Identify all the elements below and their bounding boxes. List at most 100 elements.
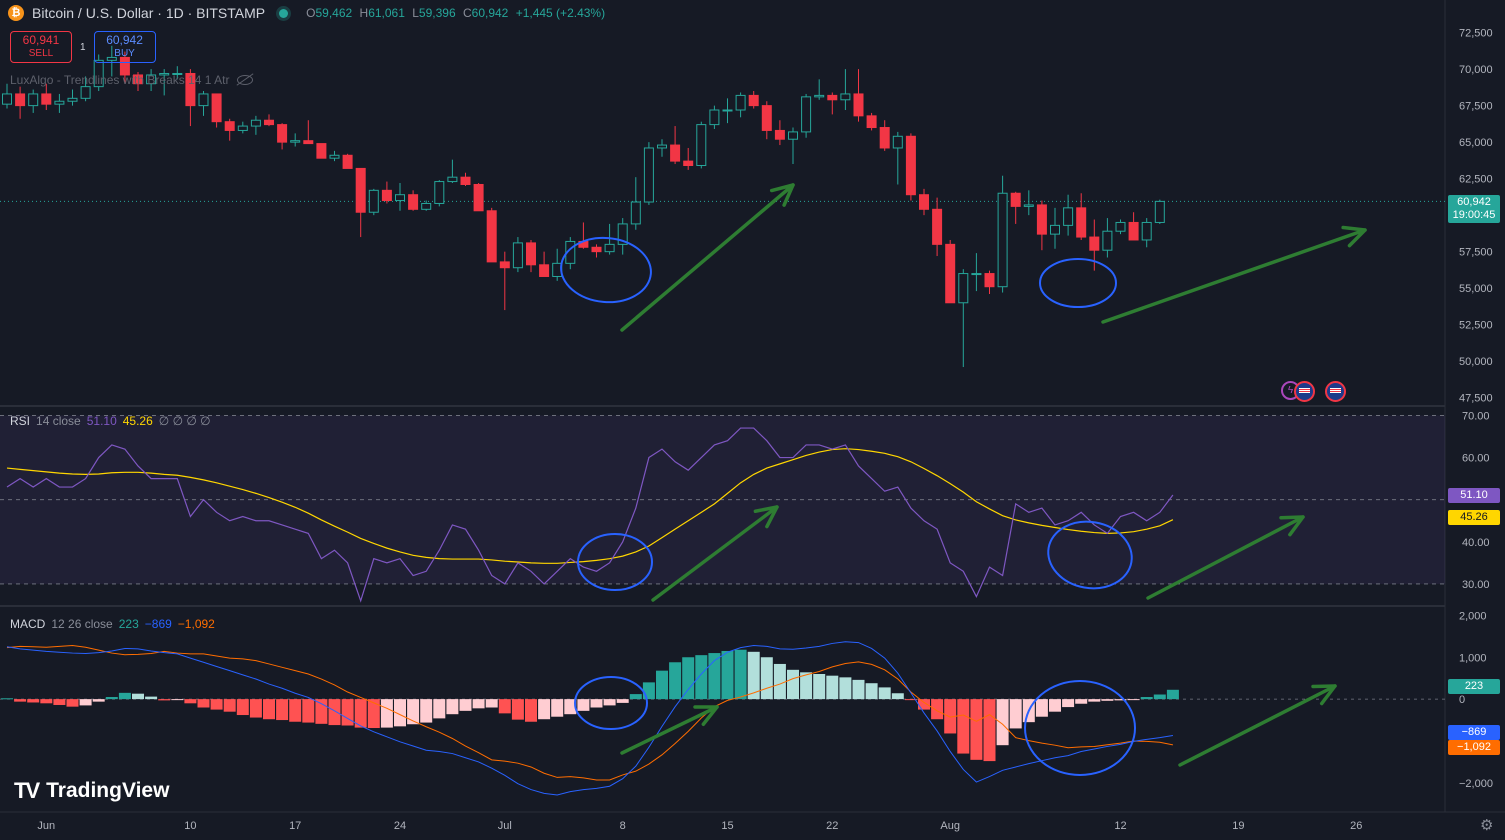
candle-body	[866, 115, 877, 129]
candle-body	[355, 167, 366, 213]
macd-hist-bar	[249, 699, 262, 718]
candle-body	[958, 273, 969, 304]
candle-body	[643, 147, 654, 203]
price-tick-label: 65,000	[1459, 137, 1493, 149]
order-quantity[interactable]: 1	[80, 41, 86, 53]
candle-body	[748, 94, 759, 107]
macd-hist-bar	[839, 677, 852, 700]
candle-body	[499, 261, 510, 269]
candle-body	[604, 243, 615, 253]
signal-line-tag: −1,092	[1448, 740, 1500, 755]
rsi-tick-label: 30.00	[1462, 579, 1490, 591]
rsi-legend[interactable]: RSI 14 close 51.10 45.26 ∅ ∅ ∅ ∅	[10, 414, 211, 428]
candle-body	[368, 189, 379, 213]
annotation-circle	[574, 676, 648, 730]
macd-hist-bar	[760, 657, 773, 700]
macd-hist-bar	[708, 653, 721, 700]
macd-hist-bar	[891, 693, 904, 700]
candle-body	[1023, 204, 1034, 207]
macd-hist-bar	[1140, 697, 1153, 700]
candle-body	[761, 105, 772, 131]
sell-button[interactable]: 60,941 SELL	[10, 31, 72, 63]
candle-body	[1036, 204, 1047, 235]
us-flag-event-icon[interactable]	[1294, 381, 1315, 402]
time-tick-label: 24	[394, 820, 406, 832]
macd-hist-bar	[511, 699, 524, 720]
macd-hist-bar	[171, 699, 184, 701]
candle-body	[526, 242, 536, 266]
macd-hist-bar	[577, 699, 590, 711]
candle-body	[774, 129, 785, 140]
candle-body	[788, 131, 798, 140]
candle-body	[1089, 236, 1100, 251]
time-tick-label: 15	[721, 820, 733, 832]
buy-button[interactable]: 60,942 BUY	[93, 31, 156, 63]
candle-body	[932, 208, 943, 245]
annotations	[560, 183, 1367, 776]
macd-hist-bar	[682, 657, 695, 700]
us-flag-event-icon[interactable]	[1325, 381, 1346, 402]
candle-body	[840, 93, 851, 101]
macd-tick-label: −2,000	[1459, 778, 1493, 790]
candle-body	[827, 94, 838, 101]
macd-hist-bar	[289, 699, 302, 722]
market-status-icon	[279, 8, 289, 18]
macd-histogram	[1, 649, 1179, 762]
candle-body	[421, 202, 432, 210]
candle-body	[408, 194, 419, 210]
macd-hist-bar	[826, 675, 839, 700]
time-tick-label: Jul	[498, 820, 512, 832]
annotation-arrow	[1101, 228, 1367, 324]
signal-line	[6, 645, 1173, 781]
price-tick-label: 70,000	[1459, 64, 1493, 76]
symbol-header[interactable]: ₿ Bitcoin / U.S. Dollar · 1D · BITSTAMP …	[8, 5, 609, 21]
settings-gear-icon[interactable]: ⚙	[1480, 817, 1494, 834]
candle-body	[342, 154, 353, 169]
price-tick-label: 72,500	[1459, 28, 1493, 40]
macd-legend[interactable]: MACD 12 26 close 223 −869 −1,092	[10, 617, 215, 631]
rsi-tick-label: 70.00	[1462, 410, 1490, 422]
time-tick-label: 19	[1232, 820, 1244, 832]
eye-hidden-icon[interactable]	[237, 75, 254, 85]
rsi-ma-line	[6, 448, 1174, 564]
candle-body	[211, 93, 222, 123]
candle-body	[1102, 230, 1113, 251]
annotation-circle	[560, 236, 652, 304]
macd-hist-bar	[14, 699, 27, 702]
macd-hist-bar	[1088, 699, 1101, 702]
candle-body	[80, 86, 91, 99]
overlay-indicator-legend[interactable]: LuxAlgo - Trendlines with Breaks 14 1 At…	[10, 73, 254, 87]
candle-body	[250, 119, 261, 127]
candle-series	[2, 45, 1165, 368]
macd-hist-bar	[302, 699, 315, 723]
macd-hist-bar	[210, 699, 223, 710]
macd-hist-bar	[459, 699, 472, 711]
macd-tick-label: 1,000	[1459, 652, 1487, 664]
candle-body	[879, 127, 890, 149]
candle-body	[709, 109, 720, 126]
candle-body	[1115, 221, 1126, 232]
candle-body	[1050, 224, 1060, 235]
macd-hist-bar	[944, 699, 957, 734]
tradingview-logo[interactable]: TV TradingView	[14, 778, 170, 803]
macd-hist-tag: 223	[1448, 679, 1500, 694]
macd-hist-bar	[158, 699, 171, 701]
symbol-title[interactable]: Bitcoin / U.S. Dollar · 1D · BITSTAMP	[32, 5, 266, 21]
macd-hist-bar	[538, 699, 551, 720]
macd-hist-bar	[118, 692, 131, 700]
macd-line-tag: −869	[1448, 725, 1500, 740]
price-tick-label: 52,500	[1459, 320, 1493, 332]
annotation-arrow	[1178, 684, 1337, 767]
candle-body	[185, 72, 196, 107]
macd-hist-bar	[813, 674, 826, 700]
candle-body	[905, 135, 916, 196]
candle-body	[1076, 207, 1087, 238]
macd-hist-bar	[380, 699, 393, 728]
candle-body	[303, 140, 314, 145]
candle-body	[591, 246, 602, 253]
annotation-arrowhead	[1341, 225, 1367, 248]
macd-hist-bar	[1075, 699, 1088, 704]
macd-hist-bar	[367, 699, 380, 729]
time-tick-label: 8	[620, 820, 626, 832]
